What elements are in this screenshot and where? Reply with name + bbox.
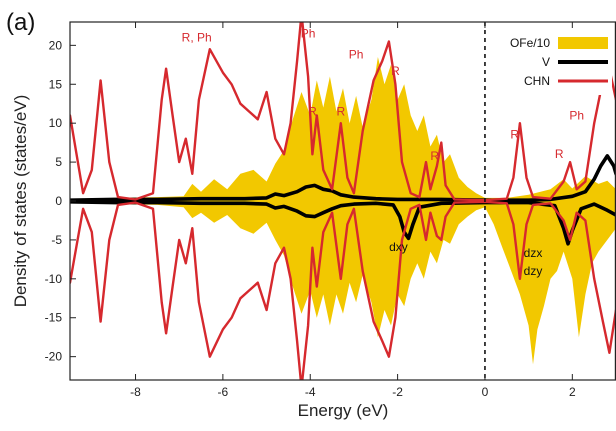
y-tick-label: 10 xyxy=(49,116,63,130)
y-tick-label: -5 xyxy=(51,233,62,247)
y-tick-label: -10 xyxy=(45,272,63,286)
y-tick-label: 0 xyxy=(55,194,62,208)
annotation-dzy: dzy xyxy=(524,264,543,278)
y-tick-label: -20 xyxy=(45,350,63,364)
annotation-r: R xyxy=(430,149,439,163)
x-tick-label: 0 xyxy=(482,385,489,399)
legend-label-chn: CHN xyxy=(524,74,550,88)
legend: OFe/10 V CHN xyxy=(488,31,612,95)
series-ofe-10-down-area xyxy=(70,201,616,364)
legend-swatch-ofe-10 xyxy=(558,37,608,49)
y-tick-label: 20 xyxy=(49,38,63,52)
y-tick-label: 5 xyxy=(55,155,62,169)
x-axis-title: Energy (eV) xyxy=(298,401,389,420)
annotation-ph: Ph xyxy=(569,108,584,122)
annotation-r: R xyxy=(391,64,400,78)
legend-label-v: V xyxy=(542,55,550,69)
annotation-dxy: dxy xyxy=(389,240,408,254)
y-tick-label: -15 xyxy=(45,311,63,325)
y-tick-label: 15 xyxy=(49,77,63,91)
annotation-r: R xyxy=(510,128,519,142)
annotation-r-ph: R, Ph xyxy=(182,30,212,44)
x-tick-label: -8 xyxy=(130,385,141,399)
x-tick-label: 2 xyxy=(569,385,576,399)
x-tick-label: -4 xyxy=(305,385,316,399)
annotation-ph: Ph xyxy=(349,48,364,62)
annotation-r: R xyxy=(555,147,564,161)
annotation-ph: Ph xyxy=(301,27,316,41)
annotation-r: R xyxy=(308,104,317,118)
annotation-dzx: dzx xyxy=(524,246,543,260)
annotation-r: R xyxy=(336,104,345,118)
x-tick-label: -2 xyxy=(392,385,403,399)
y-axis-title: Density of states (states/eV) xyxy=(11,95,30,308)
legend-label-ofe-10: OFe/10 xyxy=(510,36,550,50)
x-tick-label: -6 xyxy=(218,385,229,399)
panel-label: (a) xyxy=(6,9,35,36)
